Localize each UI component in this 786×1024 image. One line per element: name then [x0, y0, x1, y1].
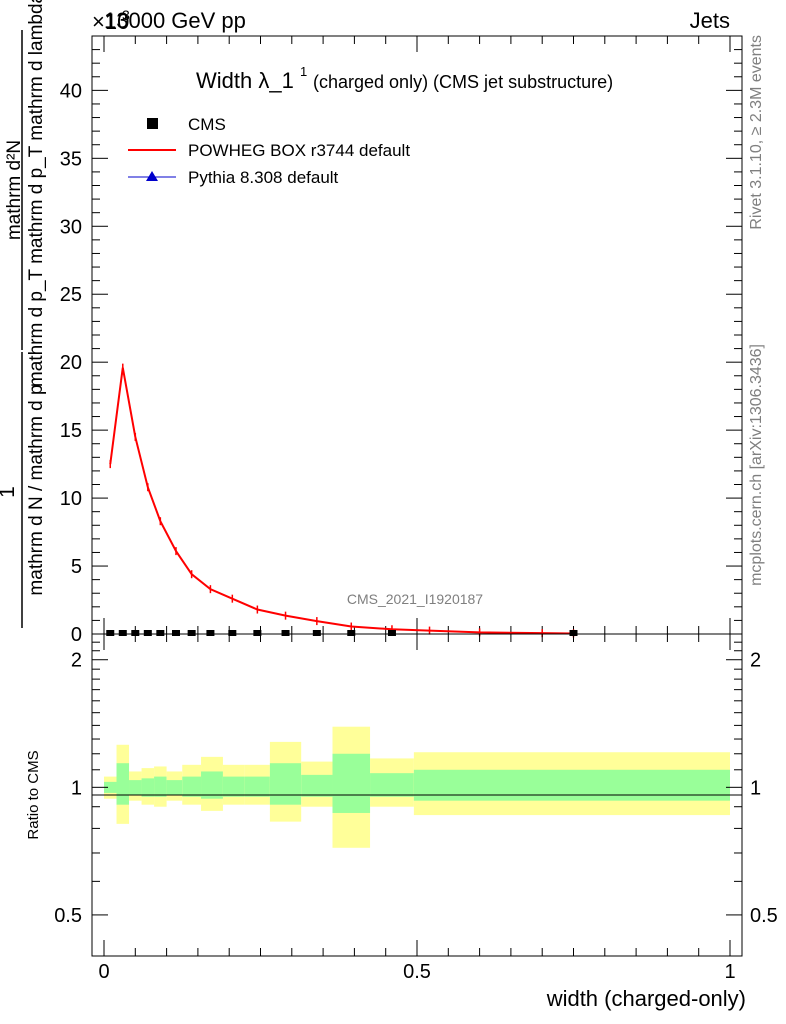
ratio-band-green	[154, 776, 167, 797]
ratio-ytick-label: 2	[71, 650, 82, 672]
cms-point	[228, 630, 237, 636]
cms-point	[569, 630, 578, 636]
ylabel-numerator: mathrm d²N	[4, 140, 25, 240]
ratio-xtick-label: 0	[98, 961, 109, 983]
mcplots-label: mcplots.cern.ch [arXiv:1306.3436]	[748, 344, 765, 586]
powheg-line	[109, 367, 574, 635]
ratio-band-green	[332, 753, 371, 813]
ratio-band-green	[370, 773, 414, 797]
exponent-label: ×10	[92, 9, 129, 34]
ratio-band-green	[116, 763, 130, 805]
cms-point	[347, 630, 356, 636]
ratio-band-green	[301, 774, 333, 797]
main-ytick-label: 5	[71, 556, 82, 578]
ratio-ytick-label-right: 2	[750, 650, 761, 672]
ratio-band-green	[104, 781, 117, 793]
ylabel-prefactor-den: mathrm d N / mathrm d p	[26, 384, 47, 595]
exponent-power: 3	[122, 7, 130, 23]
main-ytick-label: 40	[60, 80, 82, 102]
ratio-ytick-label-right: 1	[750, 777, 761, 799]
chart-title-sup: 1	[300, 64, 307, 79]
cms-point	[206, 630, 215, 636]
main-ytick-label: 35	[60, 148, 82, 170]
cms-point	[171, 630, 180, 636]
cms-point	[156, 630, 165, 636]
legend: CMS POWHEG BOX r3744 default Pythia 8.30…	[128, 115, 410, 187]
cms-point	[253, 630, 262, 636]
ratio-band-green	[244, 776, 270, 797]
ratio-band-green	[222, 776, 245, 797]
chart-title: Width λ_1	[196, 68, 294, 93]
main-ytick-label: 0	[71, 624, 82, 646]
ratio-band-green	[413, 769, 730, 801]
main-ytick-label: 10	[60, 488, 82, 510]
cms-point	[281, 630, 290, 636]
ratio-band-green	[166, 780, 183, 795]
ratio-ytick-label: 1	[71, 777, 82, 799]
ratio-xtick-label: 0.5	[403, 961, 431, 983]
legend-powheg-label: POWHEG BOX r3744 default	[188, 141, 410, 160]
main-series	[106, 363, 578, 638]
ratio-bands	[104, 726, 730, 848]
cms-point	[131, 630, 140, 636]
ratio-band-green	[201, 771, 223, 799]
main-ytick-label: 30	[60, 216, 82, 238]
cms-point	[118, 630, 127, 636]
cms-point	[143, 630, 152, 636]
main-ytick-label: 25	[60, 284, 82, 306]
main-ytick-label: 20	[60, 352, 82, 374]
legend-cms-marker	[147, 118, 158, 129]
legend-cms-label: CMS	[188, 115, 226, 134]
chart-subtitle: (charged only) (CMS jet substructure)	[313, 72, 613, 92]
legend-pythia-label: Pythia 8.308 default	[188, 168, 339, 187]
cms-point	[187, 630, 196, 636]
ratio-ylabel: Ratio to CMS	[25, 750, 42, 839]
rivet-label: Rivet 3.1.10, ≥ 2.3M events	[748, 35, 765, 230]
ylabel-denominator: mathrm d p_T mathrm d p_T mathrm d lambd…	[26, 0, 47, 387]
analysis-watermark: CMS_2021_I1920187	[347, 591, 483, 607]
cms-point	[106, 630, 115, 636]
ratio-ytick-label: 0.5	[54, 905, 82, 927]
main-yticks: 0 5 10 15 20 25 30 35 40	[60, 35, 742, 646]
cms-point	[312, 630, 321, 636]
ratio-xticks: 0 0.5 1	[98, 634, 736, 983]
legend-pythia-marker	[146, 171, 158, 181]
main-ytick-label: 15	[60, 420, 82, 442]
ratio-yticks: 0.5 0.5 1 1 2 2	[54, 641, 778, 927]
ratio-ytick-label-right: 0.5	[750, 905, 778, 927]
header-jets: Jets	[690, 8, 730, 33]
ylabel-prefactor-num: 1	[0, 486, 19, 498]
ratio-band-green	[141, 778, 155, 797]
main-ylabel: 1 mathrm d N / mathrm d p mathrm d²N mat…	[0, 0, 47, 628]
cms-point	[387, 630, 396, 636]
ratio-xtick-label: 1	[724, 961, 735, 983]
header-energy: 13000 GeV pp	[104, 8, 246, 33]
ratio-xlabel: width (charged-only)	[546, 986, 746, 1011]
ratio-band-green	[129, 780, 142, 795]
ratio-band-green	[269, 763, 302, 805]
ratio-band-green	[182, 776, 202, 797]
